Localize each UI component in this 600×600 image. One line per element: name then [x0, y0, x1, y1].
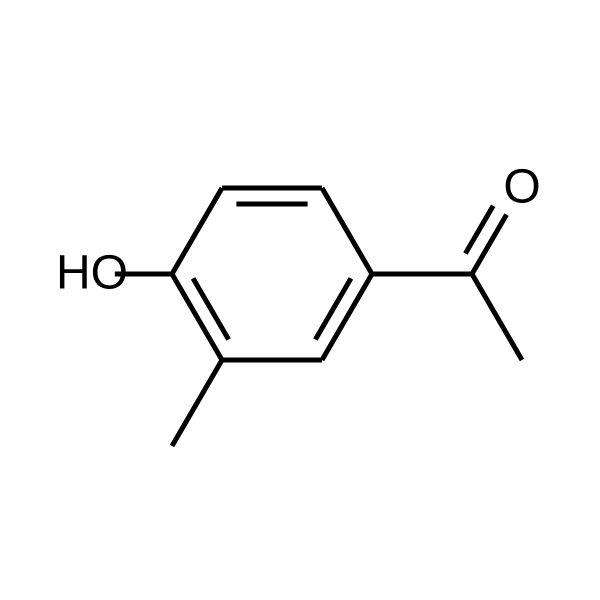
bond-line — [322, 188, 372, 274]
bond-line — [172, 188, 222, 274]
bond-line — [472, 215, 507, 274]
atom-label-o8: O — [503, 161, 540, 214]
bond-line — [193, 278, 229, 339]
bond-line — [172, 360, 222, 446]
bond-line — [472, 274, 522, 360]
bond-line — [315, 278, 351, 339]
atom-label-ho: HO — [56, 247, 128, 300]
